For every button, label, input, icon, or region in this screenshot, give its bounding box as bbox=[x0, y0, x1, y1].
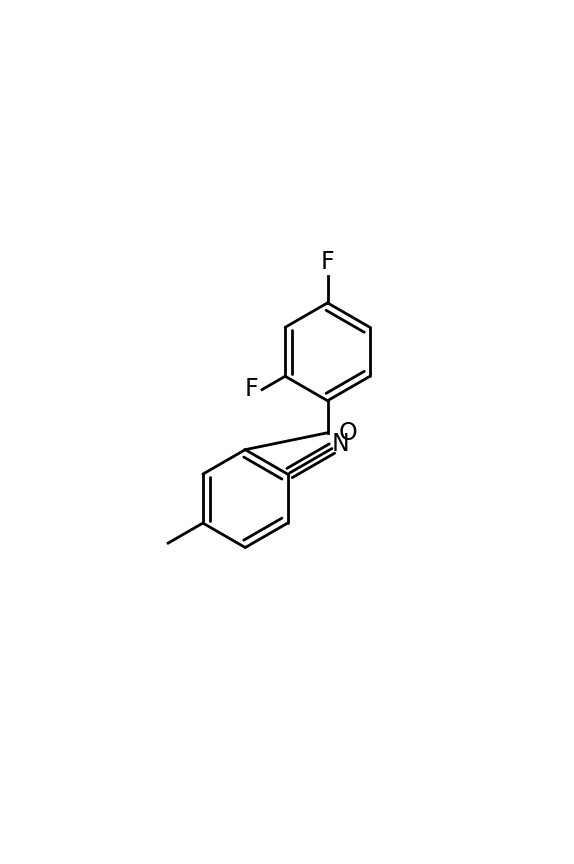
Text: F: F bbox=[321, 250, 334, 274]
Text: O: O bbox=[339, 421, 358, 445]
Text: F: F bbox=[245, 377, 258, 401]
Text: N: N bbox=[332, 432, 349, 455]
